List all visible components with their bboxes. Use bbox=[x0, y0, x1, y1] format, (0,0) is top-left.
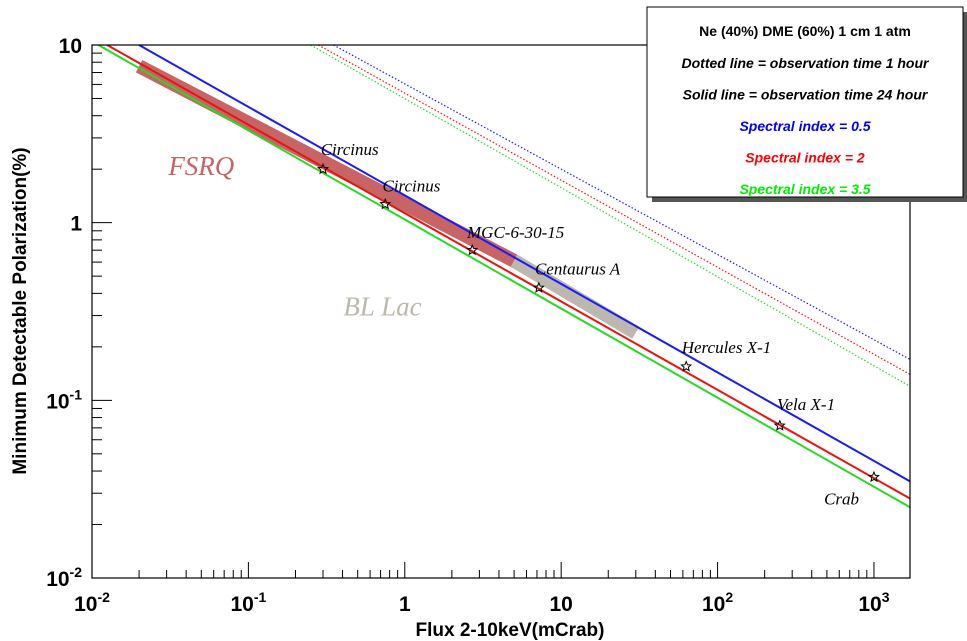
y-tick-label: 10 bbox=[59, 35, 82, 58]
band-bl-lac bbox=[510, 254, 640, 339]
series-line-index-3-5-solid bbox=[97, 45, 910, 509]
source-marker-circinus bbox=[317, 162, 330, 175]
legend-entry: Dotted line = observation time 1 hour bbox=[682, 55, 931, 71]
source-marker-mgc-6-30-15 bbox=[466, 243, 479, 256]
source-label-hercules-x-1: Hercules X-1 bbox=[681, 338, 772, 357]
source-marker-hercules-x-1 bbox=[680, 360, 693, 372]
x-tick-label: 1 bbox=[399, 593, 411, 616]
series-line-index-2-solid bbox=[106, 45, 910, 500]
y-tick-label: 10-1 bbox=[46, 386, 82, 413]
x-tick-label: 102 bbox=[702, 589, 733, 616]
source-label-vela-x-1: Vela X-1 bbox=[777, 395, 835, 414]
x-tick-label: 103 bbox=[858, 589, 889, 616]
legend-entry: Solid line = observation time 24 hour bbox=[683, 87, 929, 103]
series-line-index-3-5-dotted bbox=[310, 45, 910, 387]
y-axis-label: Minimum Detectable Polarization(%) bbox=[10, 147, 31, 474]
source-label-crab: Crab bbox=[824, 489, 859, 508]
legend-title: Ne (40%) DME (60%) 1 cm 1 atm bbox=[699, 23, 911, 39]
y-tick-label: 1 bbox=[70, 213, 82, 236]
x-tick-label: 10 bbox=[549, 593, 572, 616]
legend-entry: Spectral index = 3.5 bbox=[739, 181, 870, 197]
source-label-centaurus-a: Centaurus A bbox=[535, 260, 621, 279]
series-line-index-2-dotted bbox=[318, 45, 910, 375]
x-tick-label: 10-1 bbox=[230, 589, 266, 616]
band-label-bl-lac: BL Lac bbox=[343, 292, 421, 322]
series-line-index-0-5-dotted bbox=[333, 45, 910, 360]
y-tick-label: 10-2 bbox=[46, 564, 82, 591]
x-tick-label: 10-2 bbox=[74, 589, 110, 616]
source-marker-crab bbox=[867, 470, 880, 483]
legend-entry: Spectral index = 2 bbox=[745, 150, 865, 166]
source-label-circinus: Circinus bbox=[382, 176, 440, 195]
legend-entry: Spectral index = 0.5 bbox=[739, 118, 870, 134]
band-label-fsrq: FSRQ bbox=[167, 151, 234, 181]
source-label-mgc-6-30-15: MGC-6-30-15 bbox=[466, 223, 564, 242]
source-marker-vela-x-1 bbox=[773, 419, 786, 431]
x-axis-label: Flux 2-10keV(mCrab) bbox=[415, 620, 604, 641]
source-label-circinus: Circinus bbox=[321, 140, 379, 159]
plot-frame bbox=[91, 44, 911, 579]
legend: Ne (40%) DME (60%) 1 cm 1 atm Dotted lin… bbox=[646, 6, 967, 202]
source-marker-circinus bbox=[379, 197, 392, 210]
source-marker-centaurus-a bbox=[532, 281, 545, 293]
series-line-index-0-5-solid bbox=[138, 45, 910, 483]
